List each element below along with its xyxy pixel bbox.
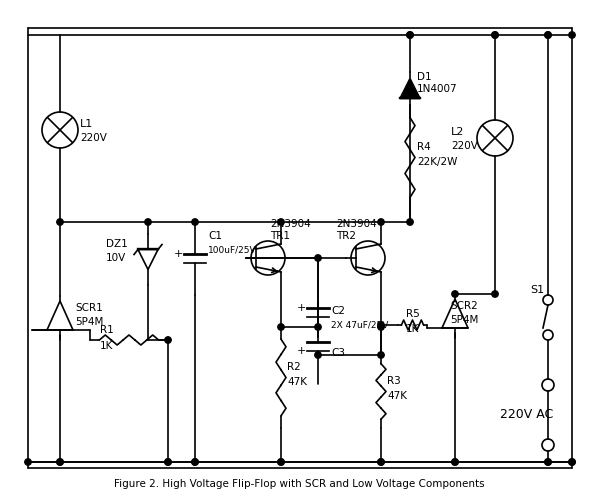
Text: 47K: 47K [387,391,407,401]
Circle shape [145,219,151,225]
Circle shape [57,459,63,465]
Circle shape [378,459,384,465]
Text: 1K: 1K [100,341,114,351]
Circle shape [378,219,384,225]
Circle shape [192,459,198,465]
Circle shape [315,352,321,358]
Circle shape [569,459,575,465]
Circle shape [57,219,63,225]
Text: TR1: TR1 [270,231,290,241]
Circle shape [492,32,498,38]
Text: 1N4007: 1N4007 [417,84,457,94]
Circle shape [378,322,384,328]
Text: +: + [173,249,182,259]
Text: 10V: 10V [106,253,126,263]
Circle shape [569,459,575,465]
Circle shape [165,459,171,465]
Text: R3: R3 [387,376,401,386]
Text: +: + [297,345,306,356]
Text: L2: L2 [451,127,465,137]
Polygon shape [400,79,420,98]
Circle shape [545,32,551,38]
Circle shape [192,459,198,465]
Circle shape [315,324,321,330]
Text: R1: R1 [100,325,114,335]
Text: 220V: 220V [451,141,478,151]
Text: 220V: 220V [80,133,107,143]
Circle shape [378,459,384,465]
Text: L1: L1 [80,119,93,129]
Circle shape [545,459,551,465]
Circle shape [278,459,284,465]
Text: C2: C2 [331,306,345,316]
Circle shape [545,32,551,38]
Text: Figure 2. High Voltage Flip-Flop with SCR and Low Voltage Components: Figure 2. High Voltage Flip-Flop with SC… [114,479,484,489]
Text: 2N3904: 2N3904 [270,219,311,229]
Text: C3: C3 [331,348,345,358]
Text: SCR1: SCR1 [75,303,103,313]
Text: 2X 47uF/25V: 2X 47uF/25V [331,321,388,329]
Text: R4: R4 [417,142,431,152]
Circle shape [192,219,198,225]
Circle shape [407,32,413,38]
Circle shape [378,324,384,330]
Circle shape [278,219,284,225]
Text: 1K: 1K [406,324,419,334]
Circle shape [492,32,498,38]
Circle shape [315,255,321,261]
Circle shape [452,459,458,465]
Circle shape [569,32,575,38]
Text: C1: C1 [208,231,222,241]
Text: 47K: 47K [287,377,307,387]
Circle shape [165,337,171,343]
Text: TR2: TR2 [336,231,356,241]
Circle shape [407,219,413,225]
Circle shape [278,459,284,465]
Text: DZ1: DZ1 [106,239,128,249]
Text: 22K/2W: 22K/2W [417,157,457,167]
Text: SCR2: SCR2 [450,301,478,311]
Circle shape [407,32,413,38]
Circle shape [278,324,284,330]
Text: 220V AC: 220V AC [500,409,553,421]
Text: D1: D1 [417,72,432,82]
Text: S1: S1 [530,285,544,295]
Text: R2: R2 [287,362,301,372]
Circle shape [25,459,31,465]
Text: 2N3904: 2N3904 [336,219,377,229]
Text: 5P4M: 5P4M [450,315,478,325]
Text: 5P4M: 5P4M [75,317,103,327]
Circle shape [165,459,171,465]
Circle shape [545,459,551,465]
Text: +: + [297,303,306,313]
Circle shape [452,459,458,465]
Circle shape [492,291,498,297]
Circle shape [57,459,63,465]
Circle shape [378,352,384,358]
Text: R5: R5 [406,309,420,319]
Circle shape [452,291,458,297]
Text: 100uF/25V: 100uF/25V [208,246,257,254]
